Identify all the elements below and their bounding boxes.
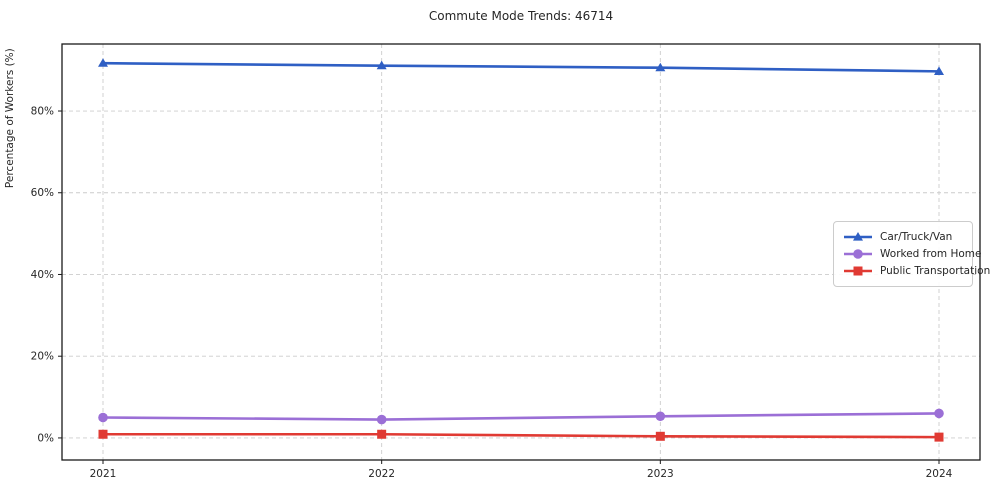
legend-swatch-square — [844, 266, 872, 276]
square-marker — [377, 429, 387, 439]
y-tick-label: 40% — [31, 269, 54, 281]
square-marker — [853, 266, 863, 276]
circle-marker — [853, 249, 863, 259]
circle-marker — [655, 411, 666, 422]
triangle-marker — [655, 62, 666, 72]
circle-marker — [376, 414, 387, 425]
circle-marker — [934, 408, 944, 419]
legend-label: Worked from Home — [880, 248, 982, 260]
series-line-worked-from-home — [101, 412, 941, 421]
y-tick-label: 80% — [31, 106, 54, 118]
square-marker — [934, 432, 944, 442]
circle-marker — [98, 412, 108, 423]
triangle-marker — [934, 66, 944, 75]
legend-entry: Public Transportation — [843, 263, 990, 279]
triangle-marker — [853, 232, 863, 241]
legend: Car/Truck/Van Worked from Home Public Tran… — [833, 221, 990, 287]
x-tick-label: 2024 — [926, 468, 953, 480]
chart-title: Commute Mode Trends: 46714 — [428, 9, 614, 23]
x-tick-label: 2022 — [368, 468, 395, 480]
legend-label: Public Transportation — [880, 265, 990, 277]
legend-swatch-triangle — [844, 232, 872, 241]
legend-swatch-circle — [844, 249, 872, 259]
series-line-public-transportation — [101, 432, 941, 439]
legend-entry: Car/Truck/Van — [843, 229, 963, 245]
triangle-marker — [376, 60, 387, 70]
legend-label: Car/Truck/Van — [880, 231, 953, 243]
legend-entry: Worked from Home — [843, 246, 981, 262]
y-tick-label: 0% — [37, 432, 54, 444]
square-marker — [655, 431, 665, 441]
x-tick-label: 2021 — [90, 468, 117, 480]
y-tick-label: 60% — [31, 187, 54, 199]
y-tick-label: 20% — [31, 351, 54, 363]
axes-border — [61, 43, 981, 461]
x-tick-label: 2023 — [647, 468, 674, 480]
series-line-car-truck-van — [101, 61, 941, 73]
square-marker — [98, 429, 108, 439]
triangle-marker — [98, 58, 108, 67]
